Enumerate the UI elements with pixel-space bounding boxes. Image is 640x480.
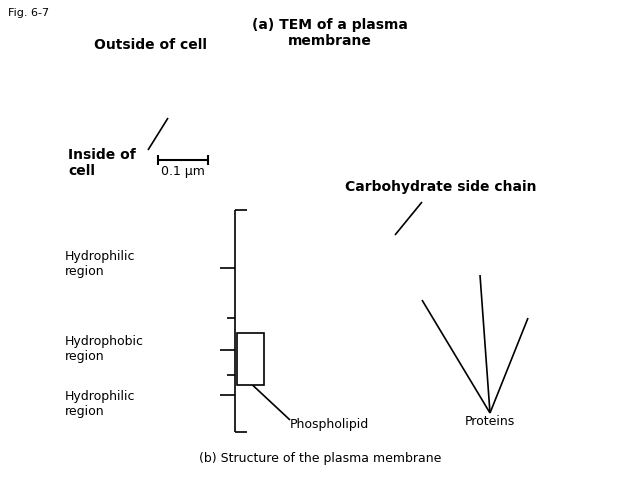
Text: Hydrophobic
region: Hydrophobic region <box>65 335 144 363</box>
Text: Inside of
cell: Inside of cell <box>68 148 136 178</box>
Text: 0.1 μm: 0.1 μm <box>161 165 205 178</box>
Text: Hydrophilic
region: Hydrophilic region <box>65 250 136 278</box>
Text: Hydrophilic
region: Hydrophilic region <box>65 390 136 418</box>
Text: (b) Structure of the plasma membrane: (b) Structure of the plasma membrane <box>199 452 441 465</box>
Text: Phospholipid: Phospholipid <box>290 418 369 431</box>
Text: (a) TEM of a plasma
membrane: (a) TEM of a plasma membrane <box>252 18 408 48</box>
Text: Outside of cell: Outside of cell <box>93 38 207 52</box>
Bar <box>237 333 264 385</box>
Text: Fig. 6-7: Fig. 6-7 <box>8 8 49 18</box>
Text: Proteins: Proteins <box>465 415 515 428</box>
Text: Carbohydrate side chain: Carbohydrate side chain <box>345 180 536 194</box>
